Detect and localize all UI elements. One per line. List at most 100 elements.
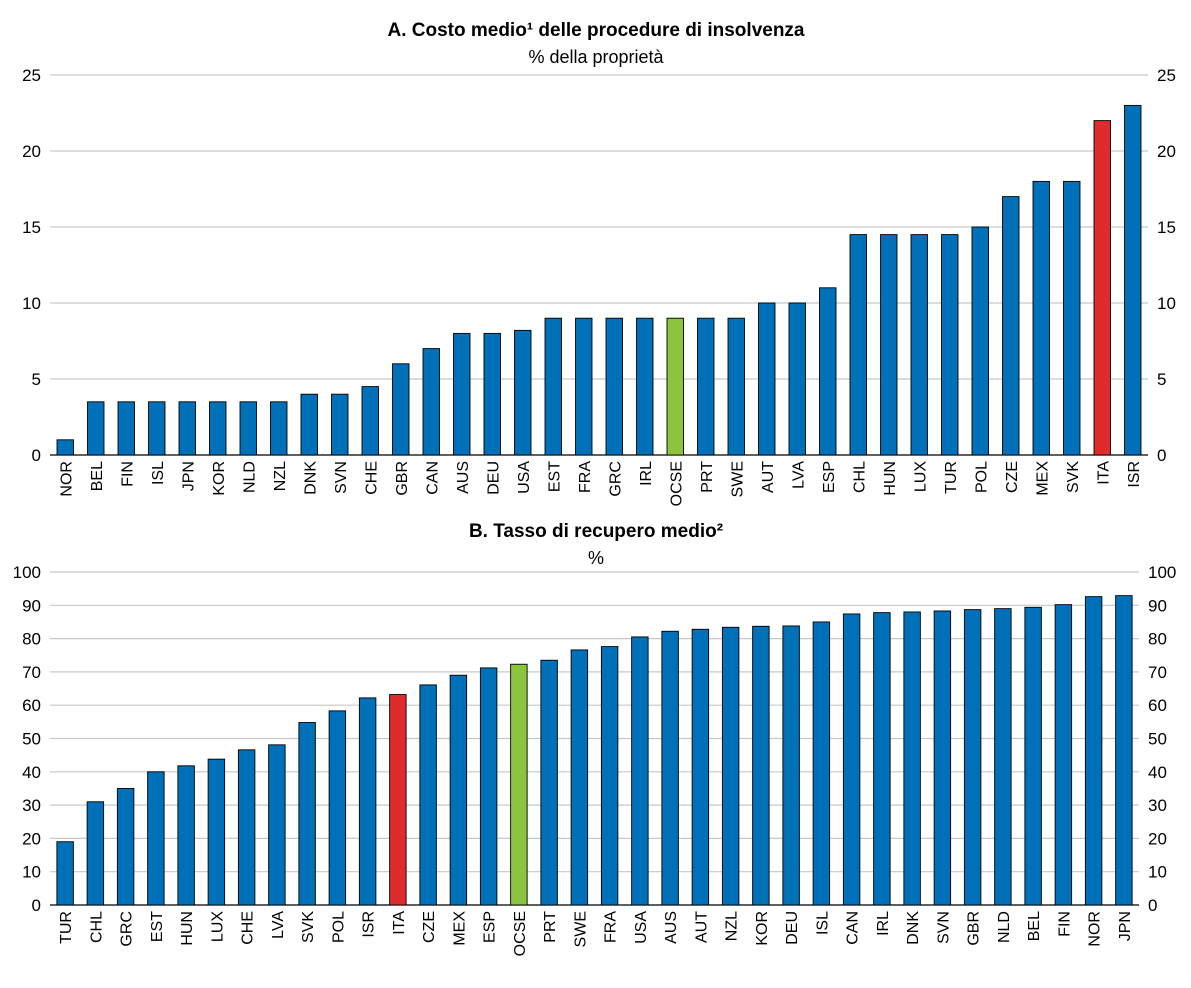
- panel-b-chart: B. Tasso di recupero medio² % 0 0 10 10 20 20…: [13, 521, 1177, 956]
- y-tick-label-right: 0: [1157, 446, 1166, 465]
- y-tick-label-right: 50: [1148, 730, 1167, 749]
- bar-ita: [1093, 120, 1111, 456]
- x-tick-label: SVK: [300, 911, 317, 943]
- bar-lva: [268, 744, 286, 906]
- bar-aus: [453, 332, 471, 456]
- y-tick-label-right: 90: [1148, 596, 1167, 615]
- bar-fra: [600, 646, 619, 906]
- bar-chl: [86, 801, 105, 906]
- bar-deu: [782, 625, 800, 906]
- x-tick-label: ESP: [482, 911, 499, 943]
- x-tick-label: CHE: [363, 461, 380, 495]
- x-tick-label: EST: [149, 911, 166, 942]
- bar-fin: [1054, 604, 1073, 906]
- bar-svn: [331, 393, 349, 456]
- x-tick-label: ISL: [814, 911, 831, 935]
- y-tick-label-left: 10: [22, 294, 41, 313]
- x-tick-label: HUN: [179, 911, 196, 946]
- bar-gbr: [392, 363, 410, 456]
- panel-a-subtitle: % della proprietà: [528, 47, 664, 67]
- bar-dnk: [300, 393, 318, 456]
- x-tick-label: IRL: [638, 461, 655, 486]
- y-tick-label-right: 20: [1148, 829, 1167, 848]
- bar-swe: [727, 317, 745, 456]
- y-tick-label-left: 60: [22, 696, 41, 715]
- x-tick-label: MEX: [1034, 461, 1051, 496]
- bar-kor: [209, 401, 227, 456]
- x-tick-label: SWE: [729, 461, 746, 497]
- bar-svk: [1063, 180, 1081, 456]
- bar-nld: [994, 608, 1012, 906]
- bar-ita: [389, 694, 407, 906]
- x-tick-label: TUR: [943, 461, 960, 494]
- bar-irl: [636, 317, 654, 456]
- y-tick-label-left: 90: [22, 596, 41, 615]
- bar-fin: [117, 401, 135, 456]
- bar-est: [544, 317, 562, 456]
- bar-ocse: [666, 317, 684, 456]
- x-tick-label: JPN: [180, 461, 197, 491]
- y-tick-label-left: 40: [22, 763, 41, 782]
- x-tick-label: IRL: [875, 911, 892, 936]
- y-tick-label-left: 15: [22, 218, 41, 237]
- x-tick-label: TUR: [58, 911, 75, 944]
- bar-est: [147, 771, 165, 906]
- bar-aut: [758, 302, 776, 456]
- y-tick-label-right: 40: [1148, 763, 1167, 782]
- bar-aus: [661, 630, 679, 906]
- x-tick-label: ITA: [391, 911, 408, 935]
- x-tick-label: NZL: [272, 461, 289, 491]
- x-tick-label: LUX: [209, 911, 226, 942]
- x-tick-label: NOR: [58, 461, 75, 497]
- x-tick-label: DNK: [905, 911, 922, 945]
- bar-kor: [752, 625, 770, 906]
- bar-swe: [570, 649, 589, 906]
- y-tick-label-right: 0: [1148, 896, 1157, 915]
- y-tick-label-right: 80: [1148, 630, 1167, 649]
- x-tick-label: CZE: [1004, 461, 1021, 493]
- x-tick-label: NZL: [724, 911, 741, 941]
- bar-che: [361, 386, 379, 456]
- y-tick-label-left: 25: [22, 66, 41, 85]
- x-tick-label: GRC: [119, 911, 136, 947]
- panel-a-chart: A. Costo medio¹ delle procedure di insol…: [22, 20, 1176, 506]
- bar-svn: [933, 610, 952, 906]
- bar-isl: [148, 401, 166, 456]
- panel-a-title: A. Costo medio¹ delle procedure di insol…: [387, 20, 804, 41]
- y-tick-label-right: 5: [1157, 370, 1166, 389]
- x-tick-label: ITA: [1095, 461, 1112, 485]
- x-tick-label: JPN: [1117, 911, 1134, 941]
- x-tick-label: LVA: [270, 911, 287, 939]
- y-tick-label-right: 20: [1157, 142, 1176, 161]
- x-tick-label: CHE: [240, 911, 257, 945]
- x-tick-label: BEL: [1026, 911, 1043, 941]
- x-tick-label: SVN: [333, 461, 350, 494]
- y-tick-label-left: 5: [32, 370, 41, 389]
- bar-can: [842, 613, 861, 906]
- bar-esp: [819, 287, 837, 456]
- bar-mex: [449, 674, 468, 906]
- x-tick-label: DEU: [485, 461, 502, 495]
- y-tick-label-left: 20: [22, 142, 41, 161]
- x-tick-label: CHL: [851, 461, 868, 493]
- bar-isr: [358, 697, 377, 906]
- bar-nor: [1084, 596, 1103, 906]
- y-tick-label-left: 0: [32, 446, 41, 465]
- bar-bel: [87, 401, 105, 456]
- x-tick-label: LVA: [790, 461, 807, 489]
- bar-fra: [575, 317, 593, 456]
- bar-prt: [697, 317, 715, 456]
- bar-prt: [540, 659, 558, 906]
- x-tick-label: USA: [633, 911, 650, 944]
- x-tick-label: DNK: [302, 461, 319, 495]
- y-tick-label-left: 80: [22, 630, 41, 649]
- bar-lux: [910, 234, 928, 456]
- bar-nld: [239, 401, 257, 456]
- x-tick-label: AUS: [663, 911, 680, 944]
- bar-che: [237, 749, 256, 906]
- bar-usa: [631, 636, 649, 906]
- bar-nzl: [721, 626, 740, 906]
- bar-pol: [971, 226, 989, 456]
- x-tick-label: ISL: [150, 461, 167, 485]
